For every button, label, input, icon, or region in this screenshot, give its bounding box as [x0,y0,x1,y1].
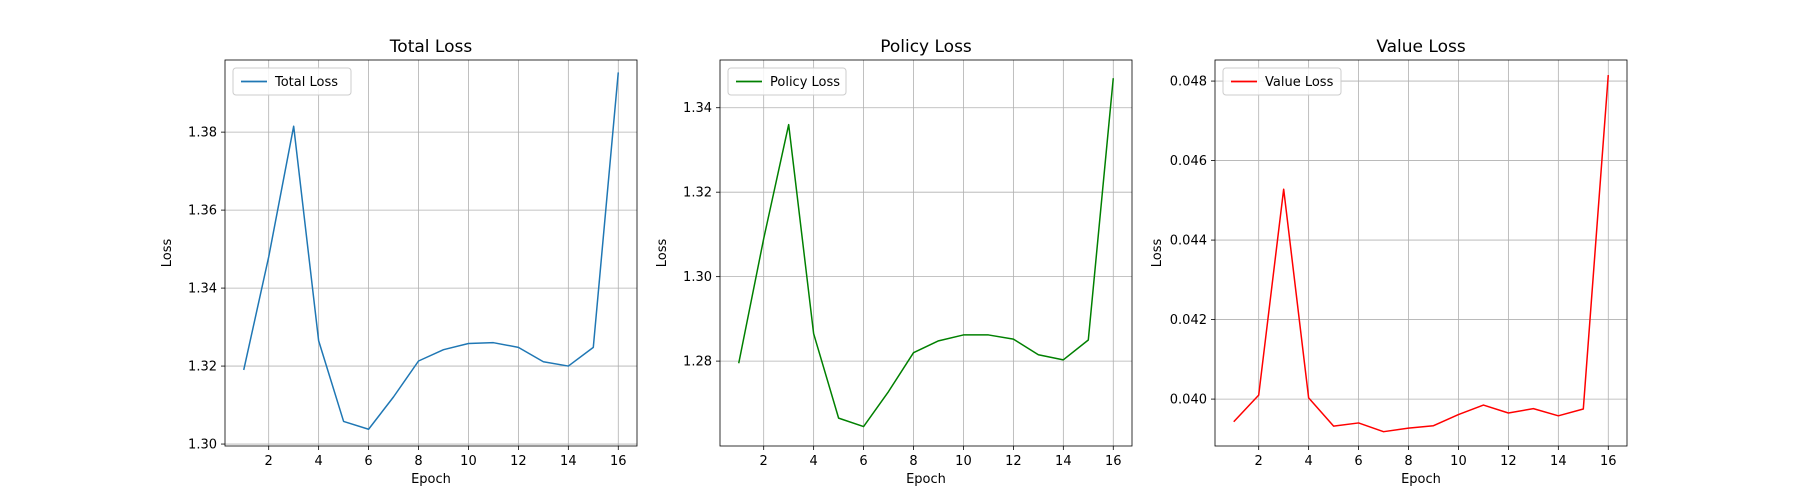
plot-area [225,60,637,446]
chart-panel-1: 2 4 6 8 10 12 14 16 1.30 1.32 1.34 1.36 1.38 Total Lo… [160,37,638,487]
chart-panel-3: 2 4 6 8 10 12 14 16 0.040 0.042 0.044 0.046 0.048 Val… [1150,37,1628,487]
legend: Value Loss [1222,67,1342,96]
x-tick-label: 4 [1304,454,1312,469]
x-tick-label: 2 [1255,454,1263,469]
legend-box [727,67,847,96]
x-tick-label: 4 [809,454,817,469]
series-line-total-loss [242,72,620,430]
y-tick-label: 1.30 [683,270,712,285]
y-tick-label: 1.34 [683,101,712,116]
x-tick-label: 6 [859,454,867,469]
x-axis-label: Epoch [1401,472,1441,487]
legend: Policy Loss [727,67,847,96]
chart-title: Value Loss [1376,37,1466,57]
x-tick-label: 10 [460,454,477,469]
x-tick-label: 12 [510,454,527,469]
y-tick-label: 1.32 [188,360,217,375]
x-tick-label: 6 [1354,454,1362,469]
x-tick-label: 12 [1005,454,1022,469]
y-tick-label: 0.048 [1170,75,1207,90]
plot-area [720,60,1132,446]
x-axis-label: Epoch [411,472,451,487]
x-tick-label: 10 [1450,454,1467,469]
x-tick-label: 4 [314,454,322,469]
x-tick-label: 14 [560,454,577,469]
x-tick-label: 16 [1105,454,1122,469]
legend-entry: Policy Loss [770,75,840,90]
series-line-value-loss [1233,75,1610,433]
y-tick-label: 1.38 [188,126,217,141]
legend-entry: Total Loss [274,75,338,90]
y-axis-label: Loss [655,239,670,268]
legend-entry: Value Loss [1265,75,1334,90]
x-tick-label: 8 [909,454,917,469]
x-tick-label: 8 [1404,454,1412,469]
y-tick-label: 1.36 [188,204,217,219]
y-axis-label: Loss [160,239,175,268]
x-tick-label: 8 [414,454,422,469]
y-tick-label: 0.042 [1170,313,1207,328]
y-tick-label: 0.044 [1170,234,1207,249]
y-tick-label: 1.32 [683,186,712,201]
x-tick-label: 6 [364,454,372,469]
x-tick-label: 14 [1055,454,1072,469]
axes-frame [1214,59,1628,447]
legend-box [1222,67,1342,96]
y-tick-label: 1.30 [188,438,217,453]
y-tick-label: 1.34 [188,282,217,297]
x-tick-label: 14 [1550,454,1567,469]
series-line-policy-loss [737,78,1115,428]
y-tick-label: 0.040 [1170,393,1207,408]
axes-frame [224,59,638,447]
x-tick-label: 2 [265,454,273,469]
chart-title: Policy Loss [880,37,972,57]
y-tick-label: 0.046 [1170,154,1207,169]
x-axis-label: Epoch [906,472,946,487]
plot-area [1215,60,1627,446]
x-tick-label: 12 [1500,454,1517,469]
legend: Total Loss [232,67,352,96]
chart-panel-2: 2 4 6 8 10 12 14 16 1.28 1.30 1.32 1.34 Policy Loss E… [655,37,1133,487]
axes-frame [719,59,1133,447]
x-tick-label: 16 [1600,454,1617,469]
y-tick-label: 1.28 [683,355,712,370]
x-tick-label: 10 [955,454,972,469]
legend-box [232,67,352,96]
chart-title: Total Loss [389,37,473,57]
y-axis-label: Loss [1150,239,1165,268]
x-tick-label: 16 [610,454,627,469]
x-tick-label: 2 [760,454,768,469]
